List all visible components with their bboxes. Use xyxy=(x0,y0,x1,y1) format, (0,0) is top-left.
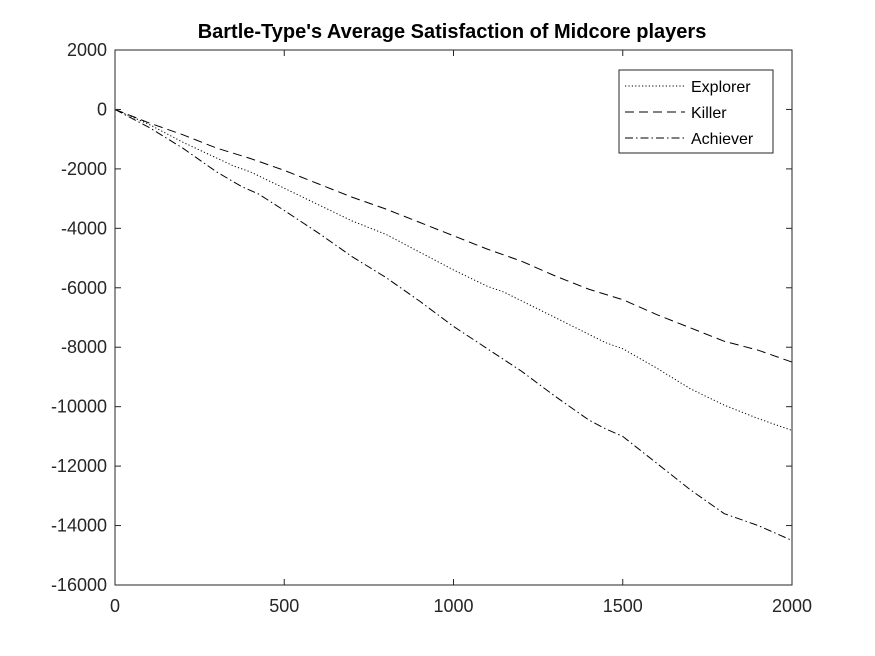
y-tick-label: -10000 xyxy=(51,397,107,417)
y-tick-label: -14000 xyxy=(51,516,107,536)
legend-label-explorer: Explorer xyxy=(691,79,751,96)
y-tick-label: -8000 xyxy=(61,337,107,357)
y-tick-label: 0 xyxy=(97,99,107,119)
x-tick-label: 500 xyxy=(269,596,299,616)
series-layer xyxy=(114,108,793,541)
y-tick-label: -2000 xyxy=(61,159,107,179)
legend-label-killer: Killer xyxy=(691,105,727,122)
series-line-explorer xyxy=(114,108,793,431)
series-line-achiever xyxy=(114,108,793,541)
axes-layer: 0 500 1000 1500 2000 2000 0 -2000 -4000 -6000 -800… xyxy=(51,40,812,616)
legend: Explorer Killer Achiever xyxy=(618,69,774,154)
chart-title: Bartle-Type's Average Satisfaction of Mi… xyxy=(198,21,707,43)
y-tick-label: -6000 xyxy=(61,278,107,298)
y-tick-label: 2000 xyxy=(67,40,107,60)
y-tick-label: -4000 xyxy=(61,218,107,238)
y-tick-label: -12000 xyxy=(51,456,107,476)
series-line-killer xyxy=(114,108,793,363)
x-tick-label: 0 xyxy=(110,596,120,616)
x-tick-label: 1500 xyxy=(603,596,643,616)
x-tick-label: 2000 xyxy=(772,596,812,616)
y-tick-label: -16000 xyxy=(51,575,107,595)
x-tick-label: 1000 xyxy=(433,596,473,616)
legend-label-achiever: Achiever xyxy=(691,131,754,148)
